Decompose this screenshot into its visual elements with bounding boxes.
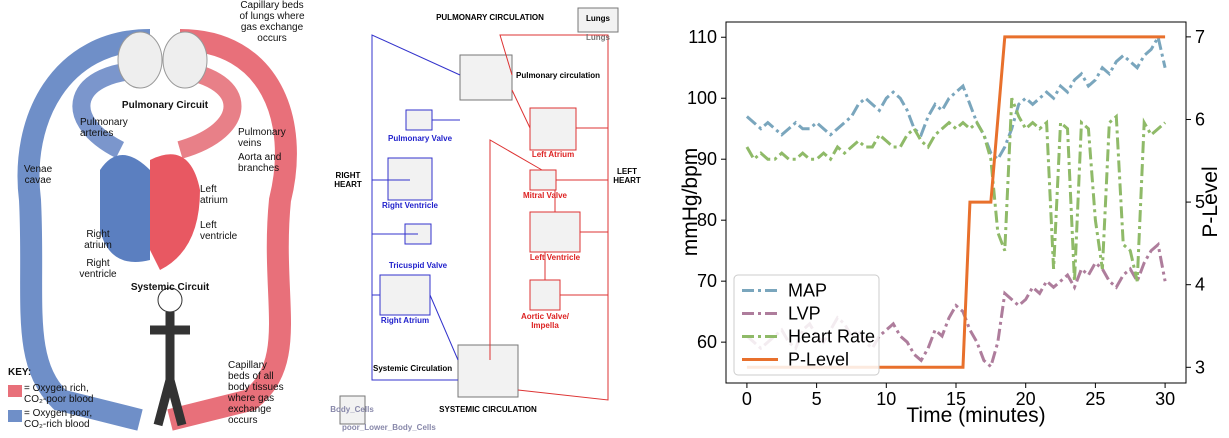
label: = Oxygen rich, CO₂-poor blood [24, 383, 93, 405]
label: Tricuspid Valve [389, 261, 448, 270]
label: PULMONARY CIRCULATION [436, 13, 544, 22]
x-tick-label: 5 [812, 389, 822, 409]
label: Left Ventricle [530, 253, 581, 262]
x-tick-label: 30 [1155, 389, 1175, 409]
x-axis-label: Time (minutes) [906, 404, 1045, 427]
anatomy-drawing [8, 29, 297, 431]
label: Pulmonary Circuit [122, 100, 209, 111]
x-tick-label: 25 [1085, 389, 1105, 409]
series-line [745, 33, 1167, 162]
label: Mitral Valve [523, 191, 568, 200]
label: Lungs [586, 14, 611, 23]
y-tick-label: 110 [688, 27, 717, 47]
label: Systemic Circuit [131, 282, 210, 293]
label: Pulmonary Valve [388, 134, 453, 143]
series-line [745, 241, 1167, 370]
y2-tick-label: 5 [1195, 192, 1205, 212]
label: Right ventricle [79, 258, 117, 280]
label: Pulmonary arteries [80, 117, 128, 139]
model-drawing [339, 7, 619, 425]
label: LEFT HEART [613, 167, 641, 185]
y2-tick-label: 4 [1195, 275, 1205, 295]
label: poor_Lower_Body_Cells [342, 423, 436, 432]
label: Right Atrium [381, 316, 429, 325]
y2-tick-label: 3 [1195, 357, 1205, 377]
label: Capillary beds of all body tissues where ga… [227, 360, 284, 426]
label: Pulmonary veins [238, 127, 286, 149]
y2-tick-label: 7 [1195, 27, 1205, 47]
y-tick-label: 70 [697, 271, 717, 291]
label: Left Atrium [532, 150, 574, 159]
y-tick-label: 90 [697, 149, 717, 169]
label: Right atrium [84, 229, 112, 251]
label: Venae cavae [24, 164, 53, 186]
label: Capillary beds of lungs where gas exchange… [239, 0, 304, 44]
label: Lungs [586, 33, 611, 42]
y2-tick-label: 6 [1195, 109, 1205, 129]
legend-box [733, 274, 880, 376]
label: Aorta and branches [238, 152, 281, 174]
y2-axis-label: P-Level [1199, 166, 1222, 237]
y-tick-label: 60 [697, 332, 717, 352]
x-tick-label: 0 [742, 389, 752, 409]
series-line [745, 97, 1167, 282]
x-tick-label: 20 [1016, 389, 1036, 409]
label: RIGHT HEART [334, 171, 362, 189]
label: Left ventricle [200, 220, 238, 242]
legend-label: MAP [788, 281, 827, 301]
y-tick-label: 100 [687, 88, 717, 108]
label: SYSTEMIC CIRCULATION [439, 405, 537, 414]
legend-label: P-Level [788, 350, 849, 370]
label: Left atrium [200, 184, 228, 206]
label: Pulmonary circulation [516, 71, 600, 80]
x-tick-label: 15 [946, 389, 966, 409]
label: Body_Cells [330, 405, 374, 414]
label: = Oxygen poor, CO₂-rich blood [24, 408, 92, 430]
label: Aortic Valve/Impella [521, 312, 570, 330]
label: KEY: [8, 367, 31, 378]
label: Systemic Circulation [373, 364, 452, 373]
label: Right Ventricle [382, 201, 439, 210]
y-axis-label: mmHg/bpm [679, 148, 702, 257]
legend-label: LVP [788, 304, 821, 324]
legend-label: Heart Rate [788, 327, 875, 347]
x-tick-label: 10 [876, 389, 896, 409]
y-tick-label: 80 [697, 210, 717, 230]
